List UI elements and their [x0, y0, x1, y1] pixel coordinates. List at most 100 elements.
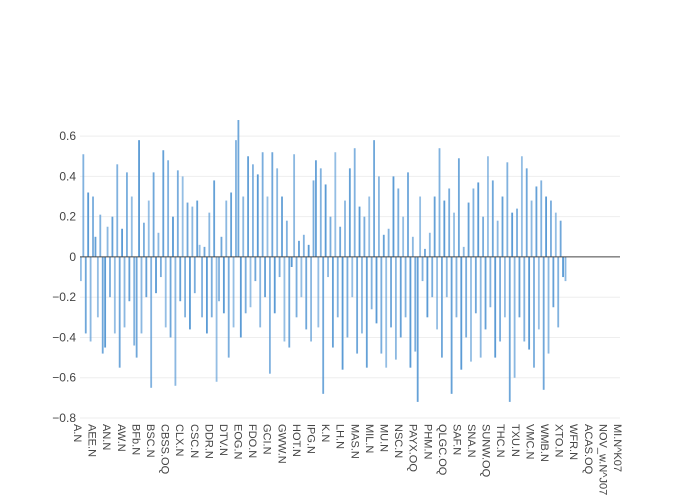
bar	[353, 148, 356, 257]
x-tick-label: SUNW.OQ	[480, 424, 492, 478]
bar	[387, 228, 390, 257]
bar	[89, 256, 92, 342]
bar	[460, 256, 463, 370]
bar	[174, 256, 177, 386]
x-axis-ticks: A.N AEE.N AN.N AW.N BFb.N BSC.N CBSS.OQ CLX.N CS…	[71, 424, 623, 495]
x-tick-label: SAF.N	[451, 424, 463, 455]
x-tick-label: MU.N	[378, 424, 390, 452]
bar	[445, 256, 448, 298]
y-tick-label: −0.6	[52, 371, 76, 385]
bar	[448, 188, 451, 257]
bar	[179, 256, 182, 302]
bar	[264, 256, 266, 298]
bar	[152, 172, 155, 257]
bar	[525, 168, 528, 257]
bar	[155, 256, 157, 294]
x-tick-label: MIL.N	[363, 424, 375, 453]
bar	[300, 256, 303, 298]
bar	[428, 232, 431, 257]
bar	[201, 256, 203, 318]
x-tick-label: VMC.N	[523, 424, 535, 460]
x-tick-label: GWW.N	[275, 424, 287, 464]
bar	[208, 212, 211, 257]
bar	[453, 212, 455, 257]
bar	[414, 256, 417, 352]
bar	[140, 256, 143, 334]
x-tick-label: ACAS.OQ	[582, 424, 594, 475]
bar	[123, 256, 126, 328]
bar	[501, 196, 504, 257]
bar	[407, 172, 409, 257]
bar	[213, 180, 216, 257]
bar	[256, 174, 259, 257]
bar	[239, 256, 242, 338]
bar	[499, 256, 501, 342]
x-tick-label: AN.N	[100, 424, 112, 450]
bar	[283, 256, 286, 342]
bar	[295, 256, 298, 318]
bar	[191, 206, 194, 257]
bar	[416, 256, 419, 402]
y-tick-label: −0.8	[52, 411, 76, 425]
bar	[121, 228, 124, 257]
x-tick-label: THC.N	[494, 424, 506, 458]
y-axis-ticks: 0.6 0.4 0.2 0 −0.2 −0.4 −0.6 −0.8	[52, 129, 76, 425]
bar	[130, 196, 133, 257]
bar	[341, 256, 344, 370]
bar	[496, 220, 499, 257]
bar	[438, 148, 441, 257]
bar	[535, 186, 538, 257]
bar	[215, 256, 218, 382]
bar	[545, 196, 548, 257]
y-tick-label: 0.2	[59, 210, 76, 224]
bar	[92, 196, 94, 257]
bar	[477, 182, 480, 257]
bar	[164, 256, 167, 328]
bar	[402, 216, 405, 257]
bar	[467, 202, 470, 257]
bar	[143, 222, 145, 257]
bar	[189, 256, 191, 330]
bar	[169, 256, 172, 338]
bars	[80, 120, 567, 402]
bar	[557, 256, 560, 328]
bar	[159, 256, 162, 278]
bar	[242, 196, 245, 257]
bar	[99, 214, 102, 257]
bar	[82, 154, 85, 257]
bar	[126, 172, 128, 257]
bar	[504, 256, 506, 318]
bar	[508, 256, 511, 402]
bar	[482, 216, 485, 257]
bar	[506, 162, 509, 257]
bar	[421, 256, 424, 282]
x-tick-label: CSC.N	[188, 424, 200, 458]
bar	[344, 200, 346, 257]
bar	[564, 256, 567, 282]
bar	[220, 236, 223, 257]
bar	[361, 256, 363, 334]
x-tick-label: PHM.N	[421, 424, 433, 460]
bar	[411, 236, 414, 257]
x-tick-label: NSC.N	[392, 424, 404, 458]
x-tick-label: EOG.N	[232, 424, 244, 460]
bar	[186, 202, 189, 257]
bar	[138, 140, 140, 257]
y-tick-label: 0.6	[59, 129, 76, 143]
bar	[540, 180, 543, 257]
bar	[196, 200, 199, 257]
x-tick-label: XTO.N	[553, 424, 565, 457]
bar	[370, 256, 373, 310]
bar	[404, 256, 407, 318]
bar	[247, 156, 249, 257]
bar	[135, 256, 138, 358]
bar	[339, 226, 342, 257]
y-tick-label: −0.4	[52, 330, 76, 344]
bar	[380, 256, 383, 354]
x-tick-label: AW.N	[115, 424, 127, 452]
x-tick-label: A.N	[71, 424, 83, 442]
x-tick-label: GCI.N	[261, 424, 273, 455]
bar	[147, 200, 150, 257]
bar	[348, 168, 351, 257]
bar	[365, 256, 368, 368]
